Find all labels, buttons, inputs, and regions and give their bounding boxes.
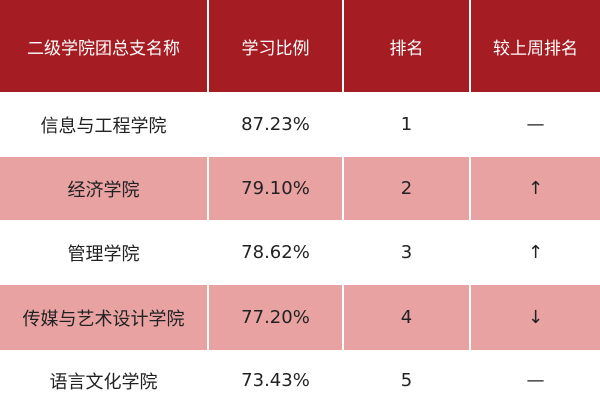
study-ratio: 87.23% xyxy=(208,92,344,157)
rank: 4 xyxy=(343,285,471,350)
header-cell: 学习比例 xyxy=(208,0,344,92)
study-ratio: 79.10% xyxy=(208,157,344,220)
rank: 1 xyxy=(343,92,471,157)
college-name: 语言文化学院 xyxy=(0,350,209,411)
college-name: 经济学院 xyxy=(0,157,209,220)
rank-change: — xyxy=(526,370,545,391)
table-row: 语言文化学院 73.43% 5 — xyxy=(0,350,600,411)
header-row: 二级学院团总支名称 学习比例 排名 较上周排名 xyxy=(0,0,600,92)
table-row: 信息与工程学院 87.23% 1 — xyxy=(0,92,600,157)
table-row: 经济学院 79.10% 2 ↑ xyxy=(0,157,600,220)
rank-change: ↑ xyxy=(527,242,544,263)
rank-change: ↓ xyxy=(470,285,600,350)
table-body: 信息与工程学院 87.23% 1— 经济学院 79.10% 2 ↑ 管理学院 78.62% 3 ↑ 传… xyxy=(0,92,600,411)
rank: 2 xyxy=(343,157,471,220)
college-name: 管理学院 xyxy=(0,220,209,285)
study-ratio: 73.43% xyxy=(208,350,344,411)
header-cell: 较上周排名 xyxy=(470,0,600,92)
rank-change: — xyxy=(526,114,545,135)
header-cell: 二级学院团总支名称 xyxy=(0,0,209,92)
table-row: 传媒与艺术设计学院 77.20% 4 ↓ xyxy=(0,285,600,350)
college-name: 信息与工程学院 xyxy=(0,92,209,157)
study-ratio: 77.20% xyxy=(208,285,344,350)
rank-change: ↑ xyxy=(470,157,600,220)
rank: 3 xyxy=(343,220,471,285)
study-ratio: 78.62% xyxy=(208,220,344,285)
table-header: 二级学院团总支名称 学习比例 排名 较上周排名 xyxy=(0,0,600,92)
header-cell: 排名 xyxy=(343,0,471,92)
table-row: 管理学院 78.62% 3 ↑ xyxy=(0,220,600,285)
rank: 5 xyxy=(343,350,471,411)
college-name: 传媒与艺术设计学院 xyxy=(0,285,209,350)
